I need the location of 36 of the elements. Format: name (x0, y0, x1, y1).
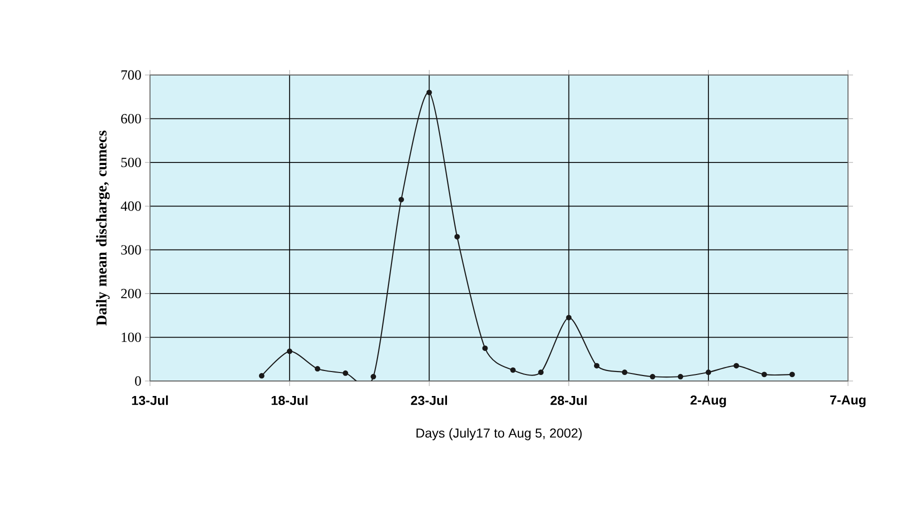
point (566, 314, 572, 320)
y-tick-label: 400 (120, 201, 141, 211)
y-tick-label: 300 (121, 245, 141, 255)
point (370, 374, 376, 380)
y-axis-title: Daily mean discharge, cumecs (96, 130, 110, 326)
x-axis-title: Days (July17 to Aug 5, 2002) (416, 428, 582, 440)
y-tick-label: 200 (121, 288, 141, 298)
point (314, 366, 320, 372)
x-tick-label: 7-Aug (830, 396, 866, 408)
point (734, 362, 740, 368)
point (594, 362, 600, 368)
point (538, 370, 544, 375)
point (706, 370, 712, 375)
x-tick-label: 2-Aug (690, 396, 726, 408)
point (482, 345, 488, 351)
y-tick-label: 700 (121, 70, 141, 80)
point (258, 373, 264, 378)
point (762, 372, 767, 378)
point (622, 370, 628, 375)
y-tick-label: 100 (122, 332, 141, 342)
point (426, 90, 432, 96)
x-tick-label: 18-Jul (272, 396, 308, 406)
y-tick-label: 500 (121, 158, 141, 168)
point (454, 234, 460, 240)
point (398, 196, 404, 202)
x-tick-label: 13-Jul (132, 396, 168, 406)
point (650, 374, 656, 380)
x-tick-label: 23-Jul (410, 396, 448, 406)
x-tick-label: 28-Jul (550, 396, 587, 406)
point (789, 372, 795, 378)
point (678, 374, 684, 380)
y-tick-label: 0 (135, 376, 141, 386)
point (286, 348, 292, 354)
y-tick-label: 600 (121, 114, 141, 124)
point (342, 370, 348, 376)
point (510, 367, 516, 373)
